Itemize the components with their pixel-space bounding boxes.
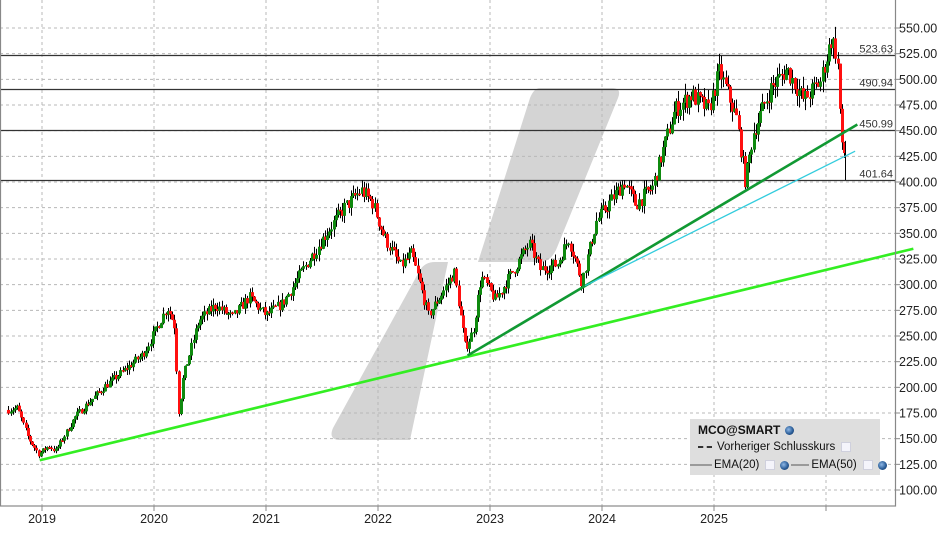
svg-text:275.00: 275.00	[899, 304, 937, 318]
ema20-eye-icon[interactable]	[780, 460, 790, 470]
ema50-checkbox[interactable]	[862, 460, 873, 470]
horizontal-price-levels: 523.63 490.94 450.99 401.64	[0, 44, 895, 182]
previous-close-checkbox[interactable]	[841, 442, 852, 452]
short-support-trendline	[584, 150, 856, 287]
legend-ema50: EMA(50)	[811, 459, 857, 471]
svg-text:2020: 2020	[140, 512, 168, 526]
svg-text:2024: 2024	[588, 512, 616, 526]
svg-text:400.00: 400.00	[899, 176, 937, 190]
svg-text:375.00: 375.00	[899, 201, 937, 215]
svg-text:350.00: 350.00	[899, 227, 937, 241]
ema50-line-swatch-icon	[791, 464, 810, 466]
svg-text:150.00: 150.00	[899, 432, 937, 446]
svg-text:475.00: 475.00	[899, 99, 937, 113]
svg-text:250.00: 250.00	[899, 330, 937, 344]
ema20-line-swatch-icon	[690, 464, 712, 466]
legend-previous-close: Vorheriger Schlusskurs	[717, 441, 836, 453]
dashed-line-swatch-icon	[698, 446, 712, 448]
svg-text:225.00: 225.00	[899, 355, 937, 369]
trendlines[interactable]	[39, 123, 914, 462]
chart-legend: MCO@SMART Vorheriger Schlusskurs EMA(20)…	[690, 419, 887, 475]
candlestick-series	[7, 26, 846, 459]
visibility-eye-icon[interactable]	[785, 425, 795, 435]
svg-text:550.00: 550.00	[899, 22, 937, 36]
svg-text:500.00: 500.00	[899, 73, 937, 87]
ema20-checkbox[interactable]	[765, 460, 776, 470]
svg-text:2019: 2019	[28, 512, 56, 526]
svg-text:425.00: 425.00	[899, 150, 937, 164]
svg-text:401.64: 401.64	[859, 169, 893, 181]
svg-text:450.00: 450.00	[899, 124, 937, 138]
svg-text:490.94: 490.94	[859, 78, 893, 90]
legend-ema20: EMA(20)	[714, 459, 760, 471]
svg-text:450.99: 450.99	[859, 119, 893, 131]
svg-text:300.00: 300.00	[899, 278, 937, 292]
svg-text:100.00: 100.00	[899, 484, 937, 498]
svg-text:2025: 2025	[700, 512, 728, 526]
long-term-support-trendline	[39, 247, 914, 462]
legend-symbol: MCO@SMART	[698, 423, 781, 437]
svg-text:2021: 2021	[252, 512, 280, 526]
svg-text:523.63: 523.63	[859, 44, 893, 56]
svg-text:125.00: 125.00	[899, 458, 937, 472]
svg-text:325.00: 325.00	[899, 253, 937, 267]
svg-text:2023: 2023	[476, 512, 504, 526]
axes: 550.00 525.00 500.00 475.00 450.00 425.00 400.…	[0, 0, 937, 526]
svg-text:2022: 2022	[364, 512, 392, 526]
svg-text:175.00: 175.00	[899, 407, 937, 421]
svg-text:525.00: 525.00	[899, 47, 937, 61]
svg-text:200.00: 200.00	[899, 381, 937, 395]
watermark-logo	[331, 88, 620, 440]
medium-support-trendline	[466, 123, 859, 357]
ema50-eye-icon[interactable]	[877, 460, 887, 470]
